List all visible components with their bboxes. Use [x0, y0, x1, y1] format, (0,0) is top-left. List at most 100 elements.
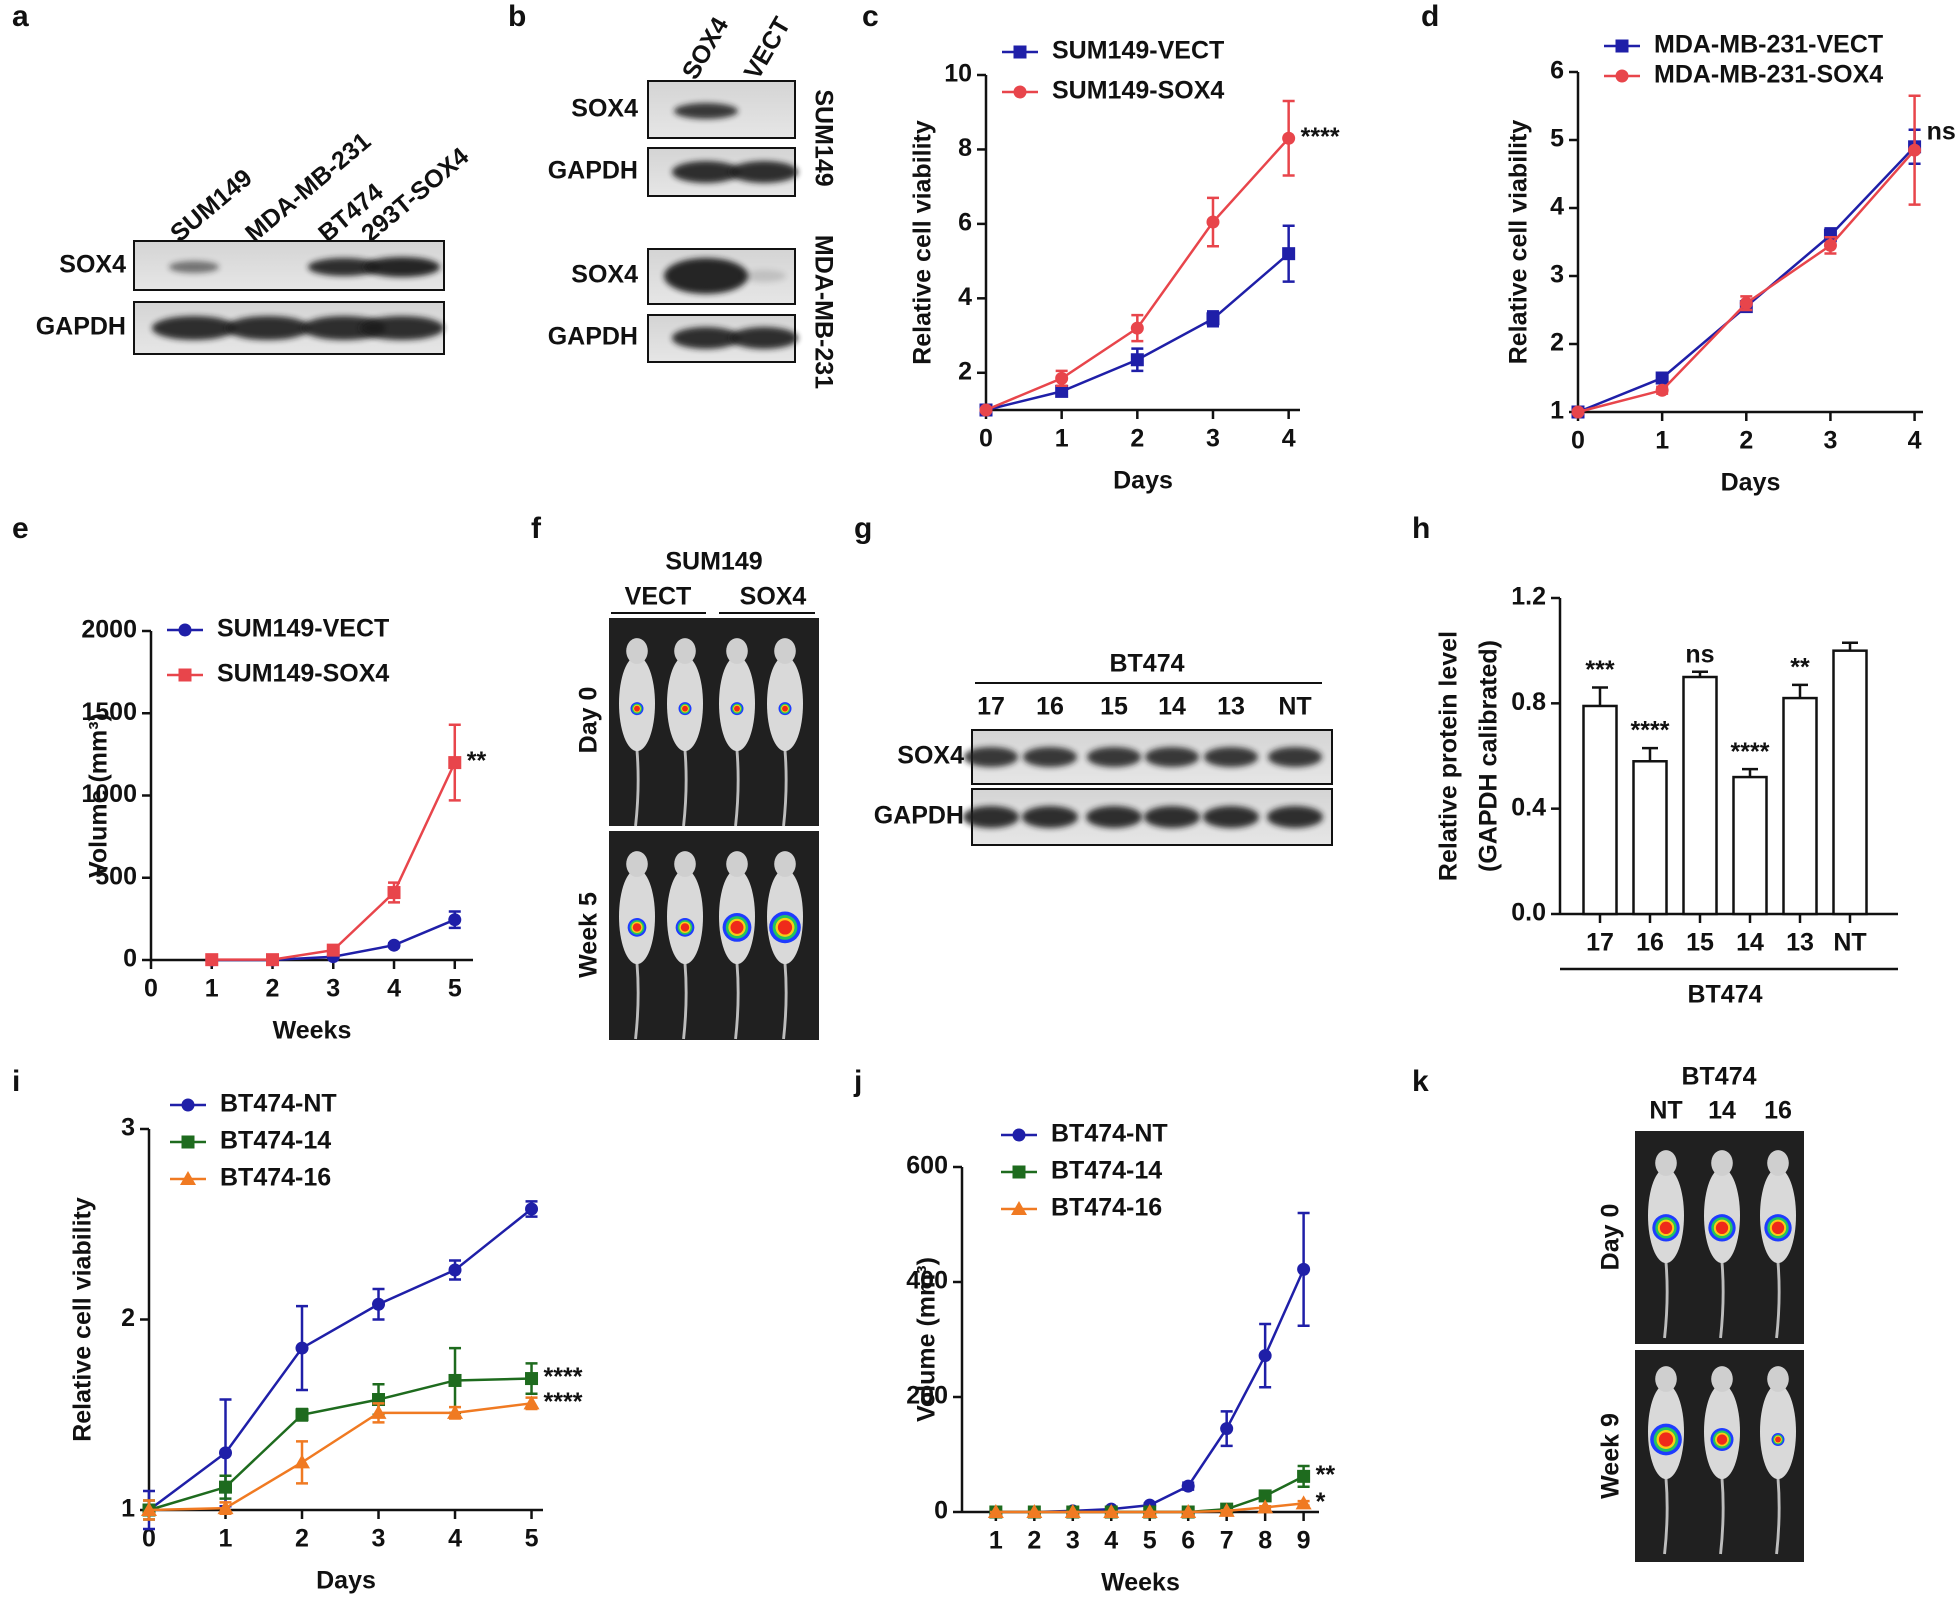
marker — [205, 953, 219, 967]
lane-label: 16 — [1036, 693, 1064, 721]
x-tick-label: 2 — [295, 1525, 309, 1553]
x-tick-label: 16 — [1636, 929, 1664, 957]
y-tick-label: 2 — [958, 357, 972, 385]
timepoint-label: Week 9 — [1597, 1413, 1625, 1499]
marker — [1180, 1504, 1197, 1518]
marker — [1220, 1422, 1234, 1436]
y-tick-label: 0.8 — [1511, 688, 1546, 716]
marker — [1655, 371, 1669, 385]
marker — [525, 1372, 539, 1386]
imaging-title: BT474 — [1681, 1063, 1756, 1091]
x-tick-label: 0 — [979, 425, 993, 453]
y-tick-label: 1500 — [81, 698, 137, 726]
x-tick-label: 1 — [1655, 427, 1669, 455]
blot-band — [1087, 747, 1141, 767]
x-tick-label: 3 — [326, 975, 340, 1003]
blot-band — [674, 103, 738, 119]
y-tick-label: 8 — [958, 134, 972, 162]
marker — [1295, 1495, 1312, 1510]
x-tick-label: 4 — [1908, 427, 1922, 455]
bioluminescence — [634, 705, 640, 712]
x-tick-label: 5 — [1143, 1527, 1157, 1555]
y-tick-label: 1 — [1550, 397, 1564, 425]
blot-band — [1267, 806, 1323, 828]
legend-label: BT474-NT — [1051, 1120, 1168, 1148]
marker — [1571, 405, 1585, 419]
significance: **** — [1631, 717, 1670, 745]
marker — [387, 886, 401, 900]
y-tick-label: 3 — [1550, 261, 1564, 289]
marker — [1282, 247, 1296, 261]
marker — [295, 1408, 309, 1422]
panel-letter: a — [12, 0, 29, 33]
x-axis-title: Days — [1721, 469, 1781, 497]
y-tick-label: 400 — [906, 1267, 948, 1295]
significance: ns — [1927, 117, 1956, 145]
blot-title: BT474 — [1109, 650, 1184, 678]
x-tick-label: 15 — [1686, 929, 1714, 957]
x-tick-label: 5 — [448, 975, 462, 1003]
group-label: VECT — [625, 583, 692, 611]
bar — [1732, 775, 1768, 916]
mouse — [767, 638, 803, 827]
marker — [1297, 1262, 1311, 1276]
x-tick-label: NT — [1833, 929, 1866, 957]
significance: **** — [544, 1388, 583, 1416]
y-axis-title: Volume (mm³) — [85, 713, 113, 878]
blot-band — [152, 316, 236, 340]
mouse-body — [619, 869, 655, 965]
mouse-tail — [1719, 1478, 1725, 1555]
timepoint-label: Week 5 — [575, 892, 603, 978]
mouse-body — [1760, 1384, 1796, 1480]
blot-band — [1022, 806, 1078, 828]
blot-band — [360, 316, 444, 340]
marker — [295, 1341, 309, 1355]
lane-label: 16 — [1764, 1097, 1792, 1125]
bioluminescence — [632, 923, 642, 932]
y-tick-label: 4 — [958, 283, 972, 311]
blot-band — [672, 327, 740, 349]
blot-band — [1203, 806, 1259, 828]
series-line — [1577, 145, 1916, 414]
legend-label: MDA-MB-231-VECT — [1654, 31, 1883, 59]
mouse-head — [774, 638, 796, 664]
x-tick-label: 1 — [1055, 425, 1069, 453]
lane-label: MDA-MB-231 — [240, 127, 376, 248]
x-tick-label: 3 — [1823, 427, 1837, 455]
lane-label: 14 — [1708, 1097, 1736, 1125]
mouse — [619, 638, 655, 827]
x-tick-label: 17 — [1586, 929, 1614, 957]
error-bar — [1842, 641, 1858, 651]
x-tick-label: 1 — [205, 975, 219, 1003]
mouse — [1648, 1150, 1684, 1339]
blot-band — [364, 257, 440, 277]
panel-letter: k — [1412, 1065, 1429, 1098]
marker — [141, 1502, 157, 1516]
bioluminescence — [1715, 1221, 1729, 1234]
y-axis-title: Relative cell viability — [909, 120, 937, 365]
blot-band — [672, 161, 740, 183]
mouse-head — [726, 851, 748, 877]
y-tick-label: 1 — [121, 1495, 135, 1523]
significance: **** — [1301, 123, 1340, 151]
y-tick-label: 1.2 — [1511, 583, 1546, 611]
panel-letter: b — [508, 0, 526, 33]
y-tick-label: 10 — [944, 60, 972, 88]
panel-letter: e — [12, 512, 29, 545]
y-axis-title: Relative cell viability — [69, 1197, 97, 1442]
marker — [1655, 383, 1669, 397]
blot-band — [964, 747, 1018, 767]
mouse — [1648, 1366, 1684, 1555]
mouse-tail — [782, 750, 788, 827]
x-tick-label: 0 — [142, 1525, 156, 1553]
blot-band — [1023, 747, 1077, 767]
legend-label: BT474-16 — [220, 1164, 331, 1192]
marker — [448, 1373, 462, 1387]
series-line — [148, 1208, 533, 1512]
legend-marker — [1615, 69, 1629, 83]
x-tick-label: 6 — [1181, 1527, 1195, 1555]
x-tick-label: 4 — [1104, 1527, 1118, 1555]
panel-letter: h — [1412, 512, 1430, 545]
marker — [1218, 1502, 1235, 1517]
marker — [448, 756, 462, 770]
